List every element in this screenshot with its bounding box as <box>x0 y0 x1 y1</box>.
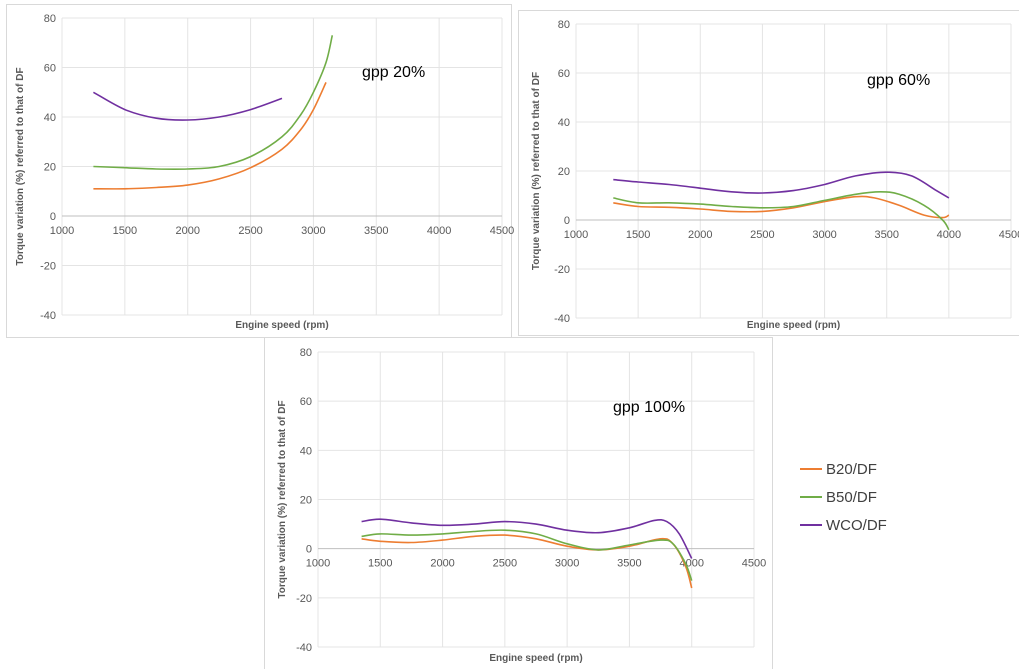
y-tick-label-40: -40 <box>40 310 56 322</box>
y-tick-label-20: -20 <box>40 261 56 273</box>
y-axis-title: Torque variation (%) referred to that of… <box>277 400 288 598</box>
y-tick-label-60: 60 <box>44 63 56 75</box>
x-axis-title: Engine speed (rpm) <box>235 320 328 331</box>
chart-annotation: gpp 100% <box>613 399 685 416</box>
y-tick-label-60: 60 <box>300 396 312 408</box>
chart-panel-gpp-60: 80 60 40 20 0 -20 -40 1000 1500 2000 2500 3000 3500 4… <box>518 10 1019 336</box>
x-axis-title: Engine speed (rpm) <box>747 320 840 331</box>
x-tick-label-1500: 1500 <box>626 229 650 241</box>
x-tick-label-2500: 2500 <box>238 225 262 237</box>
series-line-wco-df <box>613 171 950 199</box>
y-tick-label-20: -20 <box>296 593 312 605</box>
chart-panel-gpp-20: 80 60 40 20 0 -20 -40 1000 1500 2000 2500 3000 3500 4… <box>6 4 514 338</box>
y-axis-title: Torque variation (%) referred to that of… <box>15 67 26 265</box>
x-tick-label-3000: 3000 <box>301 225 325 237</box>
y-tick-label-20: 20 <box>44 162 56 174</box>
y-tick-label-40: -40 <box>296 642 312 654</box>
y-tick-label-80: 80 <box>300 347 312 359</box>
x-axis-title: Engine speed (rpm) <box>489 653 582 664</box>
chart-gpp-20: 80 60 40 20 0 -20 -40 1000 1500 2000 2500 3000 3500 4… <box>15 13 514 331</box>
legend-swatch-wco <box>800 524 822 526</box>
x-tick-label-2000: 2000 <box>688 229 712 241</box>
x-tick-label-4000: 4000 <box>427 225 451 237</box>
chart-gpp-100: 80 60 40 20 0 -20 -40 1000 1500 2000 2500 3000 3500 4… <box>277 347 766 664</box>
legend-item-wco: WCO/DF <box>800 511 920 539</box>
x-tick-label-4500: 4500 <box>999 229 1019 241</box>
x-tick-label-1500: 1500 <box>113 225 137 237</box>
legend-item-b20: B20/DF <box>800 455 920 483</box>
chart-annotation: gpp 60% <box>867 72 930 89</box>
chart-panel-gpp-100: 80 60 40 20 0 -20 -40 1000 1500 2000 2500 3000 3500 4… <box>264 337 773 669</box>
chart-annotation: gpp 20% <box>362 64 425 81</box>
x-tick-label-3000: 3000 <box>812 229 836 241</box>
legend-label-wco: WCO/DF <box>826 516 887 534</box>
y-axis-title: Torque variation (%) referred to that of… <box>531 72 542 270</box>
legend-swatch-b50 <box>800 496 822 498</box>
y-tick-label-80: 80 <box>558 19 570 31</box>
y-tick-label-40: -40 <box>554 313 570 325</box>
series-line-b20-df <box>613 195 950 219</box>
x-tick-label-3500: 3500 <box>874 229 898 241</box>
y-tick-label-80: 80 <box>44 13 56 25</box>
legend-label-b20: B20/DF <box>826 460 877 478</box>
x-tick-label-3000: 3000 <box>555 558 579 570</box>
series-line-b20-df <box>93 82 327 190</box>
y-tick-label-0: 0 <box>564 215 570 227</box>
y-tick-label-20: -20 <box>554 264 570 276</box>
x-tick-label-4500: 4500 <box>742 558 766 570</box>
x-tick-label-4000: 4000 <box>937 229 961 241</box>
x-tick-label-4500: 4500 <box>490 225 514 237</box>
series-line-b50-df <box>613 190 950 231</box>
series-line-b50-df <box>93 35 334 171</box>
legend-label-b50: B50/DF <box>826 488 877 506</box>
x-tick-label-1000: 1000 <box>50 225 74 237</box>
legend-swatch-b20 <box>800 468 822 470</box>
y-tick-label-20: 20 <box>558 166 570 178</box>
y-tick-label-0: 0 <box>306 544 312 556</box>
x-tick-label-2500: 2500 <box>750 229 774 241</box>
series-line-b50-df <box>361 529 693 581</box>
x-tick-label-2000: 2000 <box>430 558 454 570</box>
legend-item-b50: B50/DF <box>800 483 920 511</box>
legend: B20/DF B50/DF WCO/DF <box>800 455 920 539</box>
chart-gpp-60: 80 60 40 20 0 -20 -40 1000 1500 2000 2500 3000 3500 4… <box>531 19 1019 331</box>
y-tick-label-0: 0 <box>50 211 56 223</box>
x-tick-label-3500: 3500 <box>364 225 388 237</box>
series-line-wco-df <box>93 91 283 121</box>
y-tick-label-60: 60 <box>558 68 570 80</box>
x-tick-label-2500: 2500 <box>493 558 517 570</box>
x-tick-label-3500: 3500 <box>617 558 641 570</box>
y-tick-label-40: 40 <box>300 445 312 457</box>
y-tick-label-40: 40 <box>558 117 570 129</box>
x-tick-label-1500: 1500 <box>368 558 392 570</box>
y-tick-label-40: 40 <box>44 112 56 124</box>
x-tick-label-2000: 2000 <box>175 225 199 237</box>
x-tick-label-1000: 1000 <box>306 558 330 570</box>
series-line-wco-df <box>361 518 693 559</box>
x-tick-label-1000: 1000 <box>564 229 588 241</box>
y-tick-label-20: 20 <box>300 495 312 507</box>
